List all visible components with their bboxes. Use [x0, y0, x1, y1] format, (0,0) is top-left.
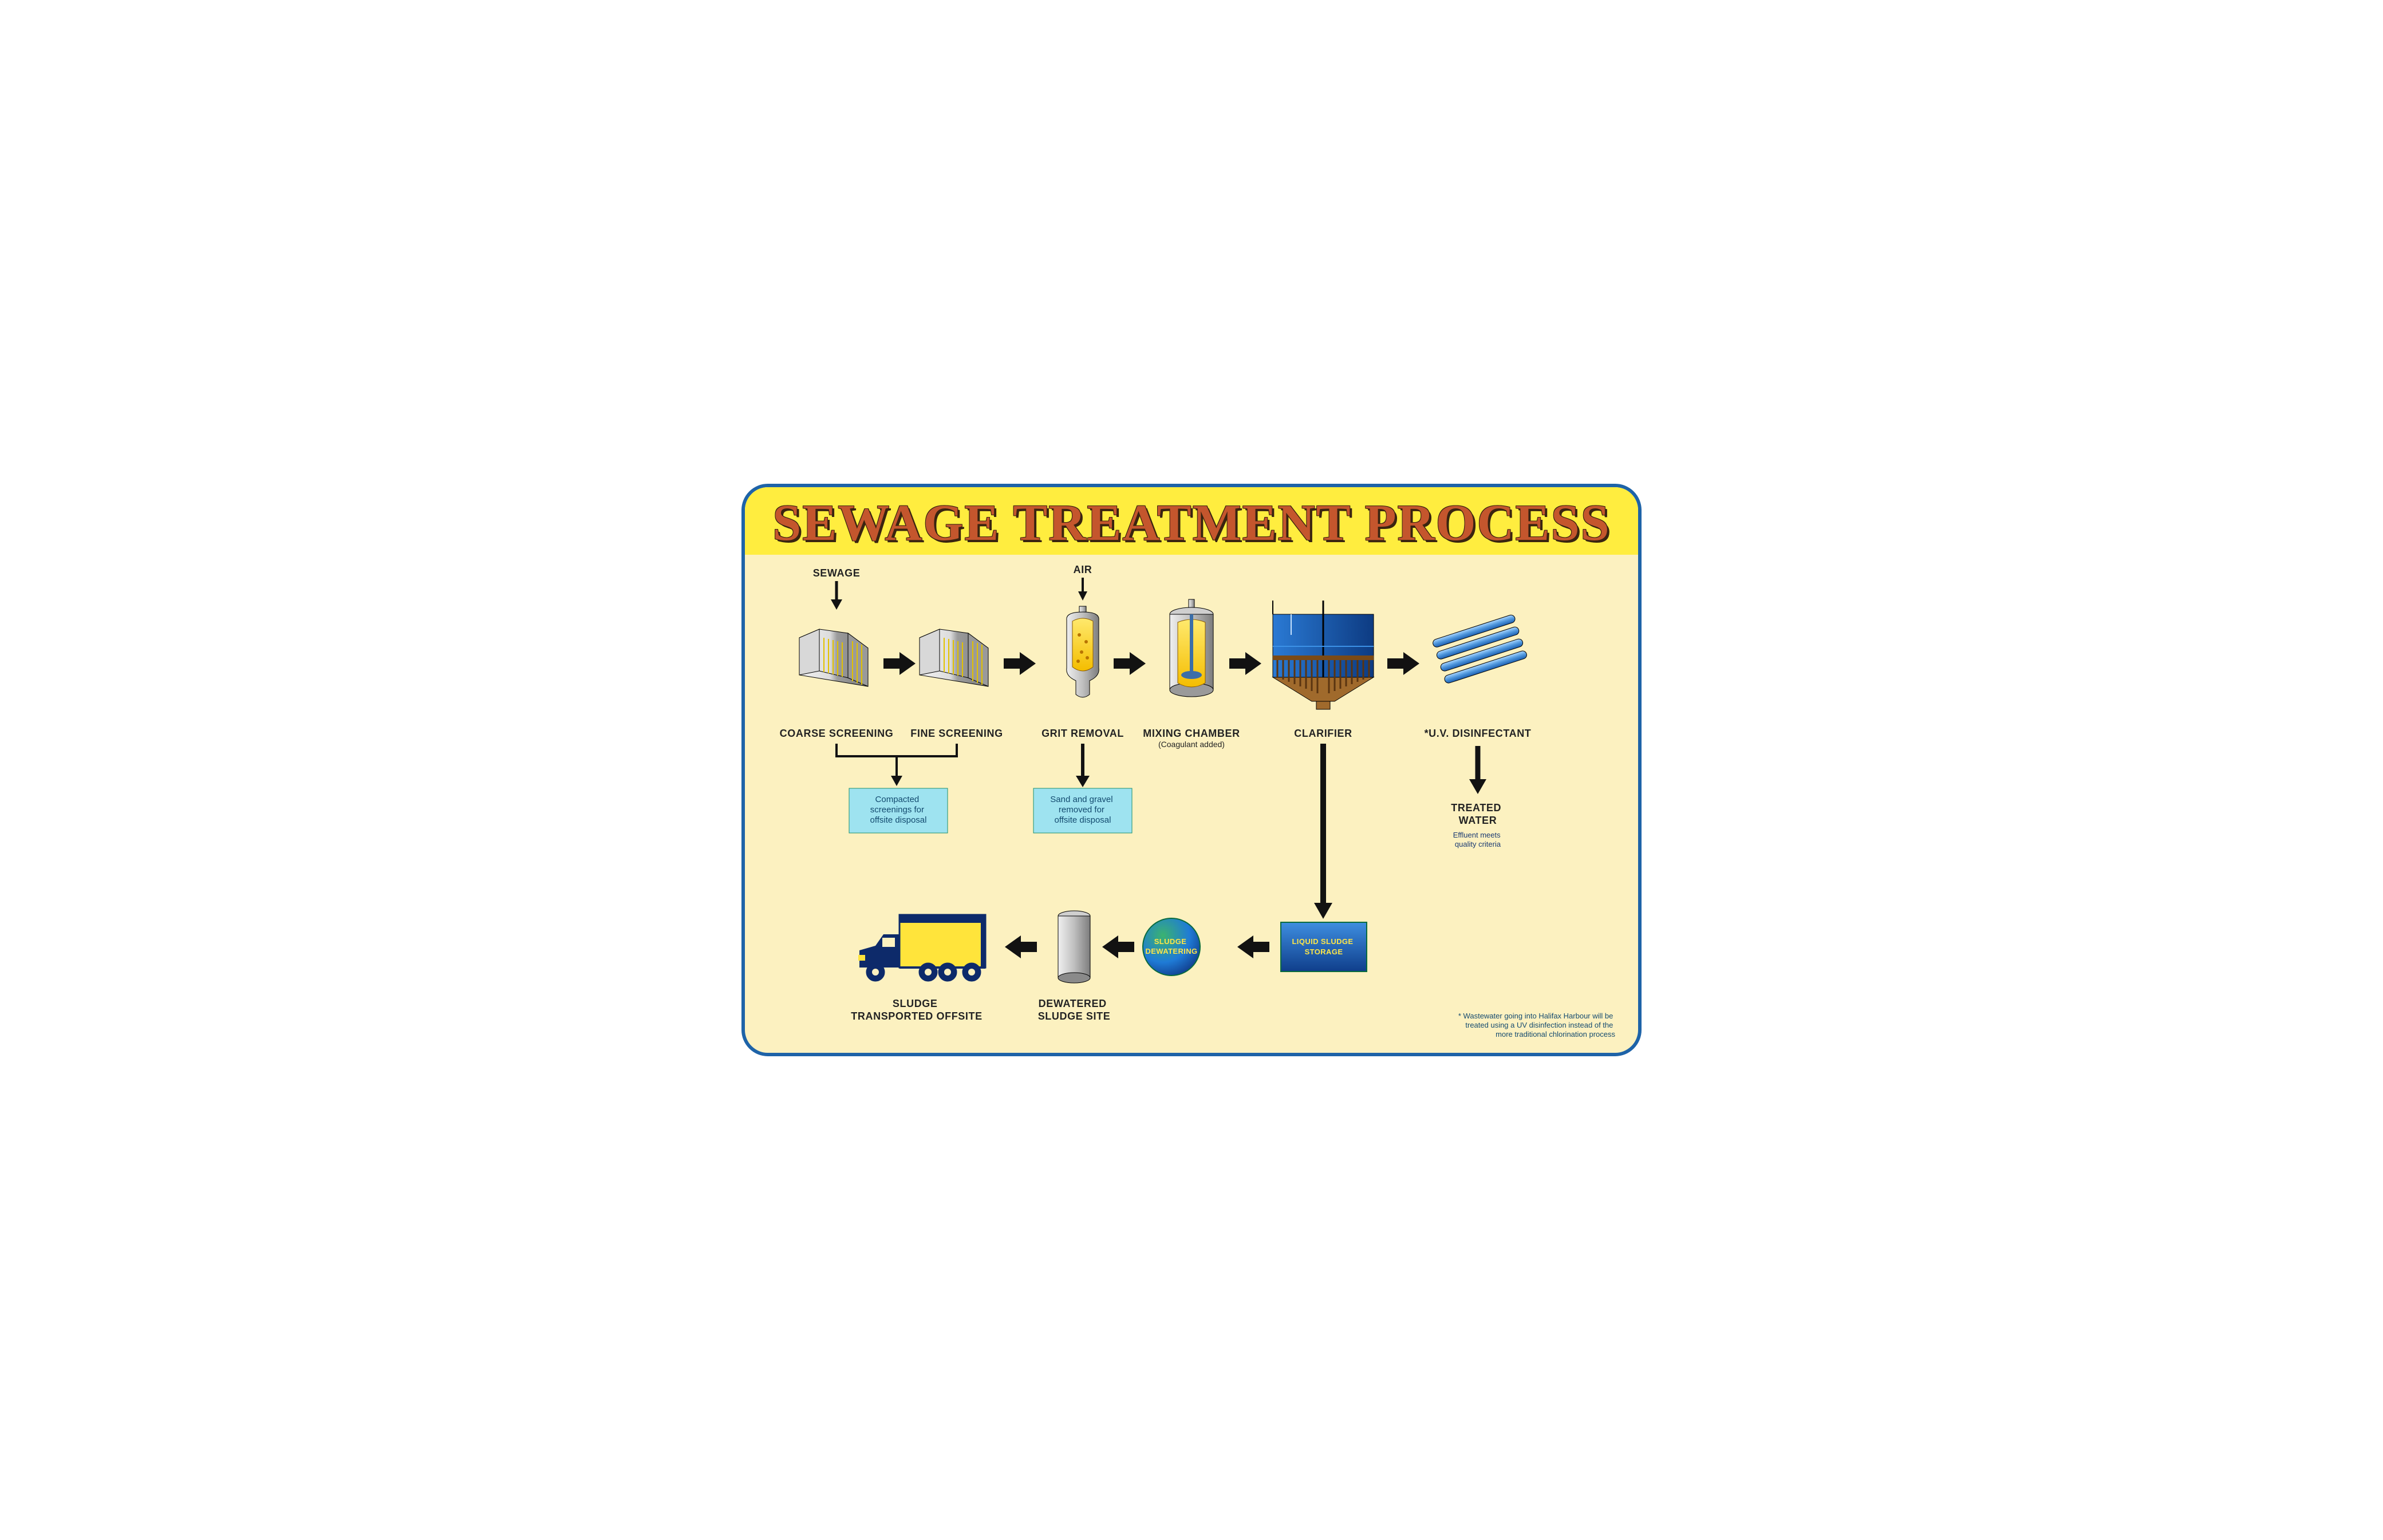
- flow-arrow-icon: [1229, 652, 1261, 675]
- diagram-canvas: SEWAGE AIR: [745, 555, 1638, 1053]
- flow-arrow-icon: [1237, 935, 1269, 958]
- stage1-label: COARSE SCREENING: [780, 728, 894, 739]
- treated-water-title: TREATED WATER: [1451, 802, 1504, 826]
- stage-coarse-screening-icon: [799, 629, 868, 686]
- stage-clarifier-icon: [1273, 601, 1374, 709]
- stage-mixing-chamber-icon: [1170, 599, 1213, 697]
- liquid-sludge-storage-box: LIQUID SLUDGE STORAGE: [1281, 922, 1367, 972]
- footnote-text: * Wastewater going into Halifax Harbour …: [1458, 1012, 1616, 1038]
- uv-down-arrow: [1469, 746, 1486, 794]
- screenings-disposal-box: Compacted screenings for offsite disposa…: [849, 788, 948, 833]
- air-input: AIR: [1074, 564, 1092, 601]
- truck-label: SLUDGE TRANSPORTED OFFSITE: [851, 998, 982, 1022]
- sewage-input: SEWAGE: [813, 567, 861, 610]
- truck-icon: [858, 915, 985, 981]
- stage2-label: FINE SCREENING: [910, 728, 1003, 739]
- sewage-label: SEWAGE: [813, 567, 861, 579]
- dewatered-label: DEWATERED SLUDGE SITE: [1038, 998, 1111, 1022]
- stage4-sub: (Coagulant added): [1158, 740, 1225, 749]
- screenings-disposal-text: Compacted screenings for offsite disposa…: [870, 795, 927, 825]
- grit-disposal-box: Sand and gravel removed for offsite disp…: [1033, 788, 1132, 833]
- air-label: AIR: [1074, 564, 1092, 575]
- flow-arrow-icon: [1005, 935, 1037, 958]
- diagram-frame: SEWAGE TREATMENT PROCESS: [741, 484, 1642, 1056]
- treated-water-sub: Effluent meets quality criteria: [1453, 831, 1503, 848]
- flow-arrow-icon: [1102, 935, 1134, 958]
- clarifier-down-arrow: [1314, 744, 1332, 919]
- stage6-label: *U.V. DISINFECTANT: [1425, 728, 1532, 739]
- dewatered-cylinder-icon: [1058, 911, 1090, 983]
- grit-disposal-text: Sand and gravel removed for offsite disp…: [1050, 795, 1115, 825]
- grit-down-arrow: [1076, 744, 1090, 787]
- flow-arrow-icon: [1114, 652, 1146, 675]
- flow-arrow-icon: [1387, 652, 1419, 675]
- title-band: SEWAGE TREATMENT PROCESS: [745, 487, 1638, 555]
- stage-fine-screening-icon: [920, 629, 988, 686]
- flow-arrow-icon: [1004, 652, 1036, 675]
- stage-uv-disinfectant-icon: [1432, 614, 1528, 684]
- flow-arrow-icon: [883, 652, 916, 675]
- sludge-dewatering-circle: SLUDGE DEWATERING: [1143, 918, 1200, 976]
- page-title: SEWAGE TREATMENT PROCESS: [751, 497, 1632, 549]
- stage4-label: MIXING CHAMBER: [1143, 728, 1240, 739]
- stage5-label: CLARIFIER: [1294, 728, 1352, 739]
- stage3-label: GRIT REMOVAL: [1041, 728, 1124, 739]
- down-arrow-icon: [891, 776, 902, 786]
- screening-bracket: [837, 744, 957, 777]
- stage-grit-removal-icon: [1067, 606, 1099, 697]
